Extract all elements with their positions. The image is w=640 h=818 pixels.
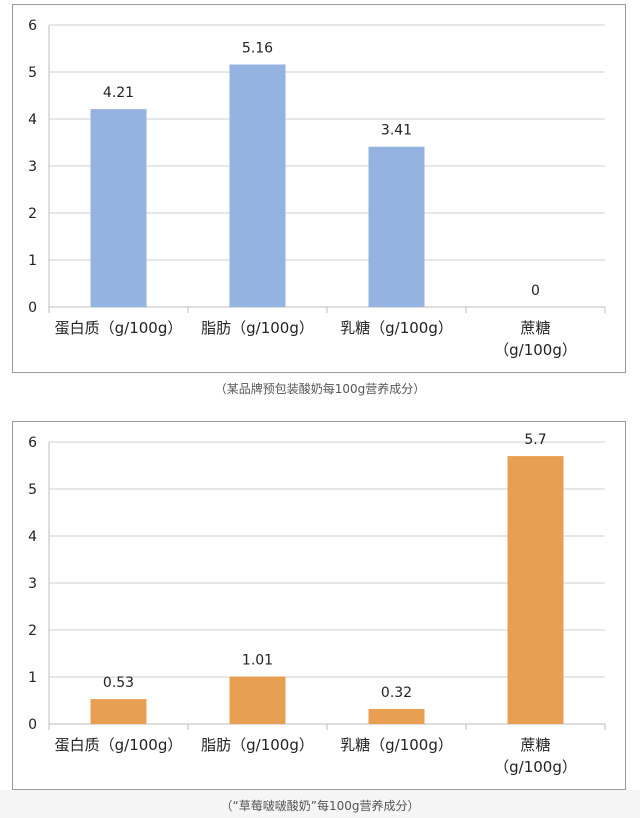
chart-2-ytick-label: 5 [28, 482, 37, 498]
chart-1-ytick-label: 6 [28, 18, 37, 34]
chart-1-data-label: 0 [531, 283, 540, 299]
chart-1-ytick-label: 5 [28, 65, 37, 81]
chart-1-category-label: 脂肪（g/100g） [201, 319, 314, 337]
chart-2-data-label: 0.32 [381, 685, 412, 701]
chart-1-caption: （某品牌预包装酸奶每100g营养成分） [214, 382, 426, 396]
chart-2-ytick-label: 3 [28, 576, 37, 592]
chart-2-ytick-label: 2 [28, 623, 37, 639]
chart-1-bar [229, 64, 286, 307]
chart-1-plot: 0 1 2 3 4 5 6 4.21 蛋白质（g/100g） 5.16 脂肪（g/100g） 3.41… [28, 18, 606, 359]
chart-2-data-label: 1.01 [242, 653, 273, 669]
chart-2-caption: （“草莓啵啵酸奶”每100g营养成分） [220, 799, 420, 813]
chart-1-bar [368, 146, 425, 307]
chart-2-ytick-label: 4 [28, 529, 37, 545]
chart-2-ytick-label: 1 [28, 670, 37, 686]
chart-1-ytick-label: 0 [28, 300, 37, 316]
chart-1-ytick-label: 3 [28, 159, 37, 175]
chart-1-ytick-label: 1 [28, 253, 37, 269]
chart-2-plot: 0 1 2 3 4 5 6 0.53 蛋白质（g/100g） 1.01 脂肪（g/100g） 0.32… [28, 432, 606, 776]
chart-1-frame: 0 1 2 3 4 5 6 4.21 蛋白质（g/100g） 5.16 脂肪（g/100g） 3.41… [12, 4, 626, 373]
chart-2-bar [90, 699, 147, 724]
chart-2-category-label: （g/100g） [494, 758, 577, 776]
chart-1-category-label: 乳糖（g/100g） [340, 319, 453, 337]
chart-2-bar [229, 676, 286, 724]
chart-2-ytick-label: 6 [28, 435, 37, 451]
chart-2-category-label: 蛋白质（g/100g） [55, 736, 183, 754]
chart-2-category-label: 乳糖（g/100g） [340, 736, 453, 754]
chart-2-category-label: 蔗糖 [520, 736, 550, 754]
chart-2-bar [368, 708, 425, 724]
chart-2-category-label: 脂肪（g/100g） [201, 736, 314, 754]
chart-1-data-label: 3.41 [381, 123, 412, 139]
chart-1-data-label: 5.16 [242, 40, 273, 56]
chart-2-data-label: 5.7 [524, 432, 546, 448]
chart-1-data-label: 4.21 [103, 85, 134, 101]
chart-1-ytick-label: 2 [28, 206, 37, 222]
chart-1-category-label: 蔗糖 [520, 319, 550, 337]
chart-1-category-label: （g/100g） [494, 341, 577, 359]
chart-2-data-label: 0.53 [103, 675, 134, 691]
chart-1-ytick-label: 4 [28, 112, 37, 128]
chart-1-bar [90, 109, 147, 307]
chart-2-ytick-label: 0 [28, 717, 37, 733]
chart-2-bar [507, 456, 564, 724]
chart-2-frame: 0 1 2 3 4 5 6 0.53 蛋白质（g/100g） 1.01 脂肪（g/100g） 0.32… [12, 421, 626, 790]
chart-1-category-label: 蛋白质（g/100g） [55, 319, 183, 337]
